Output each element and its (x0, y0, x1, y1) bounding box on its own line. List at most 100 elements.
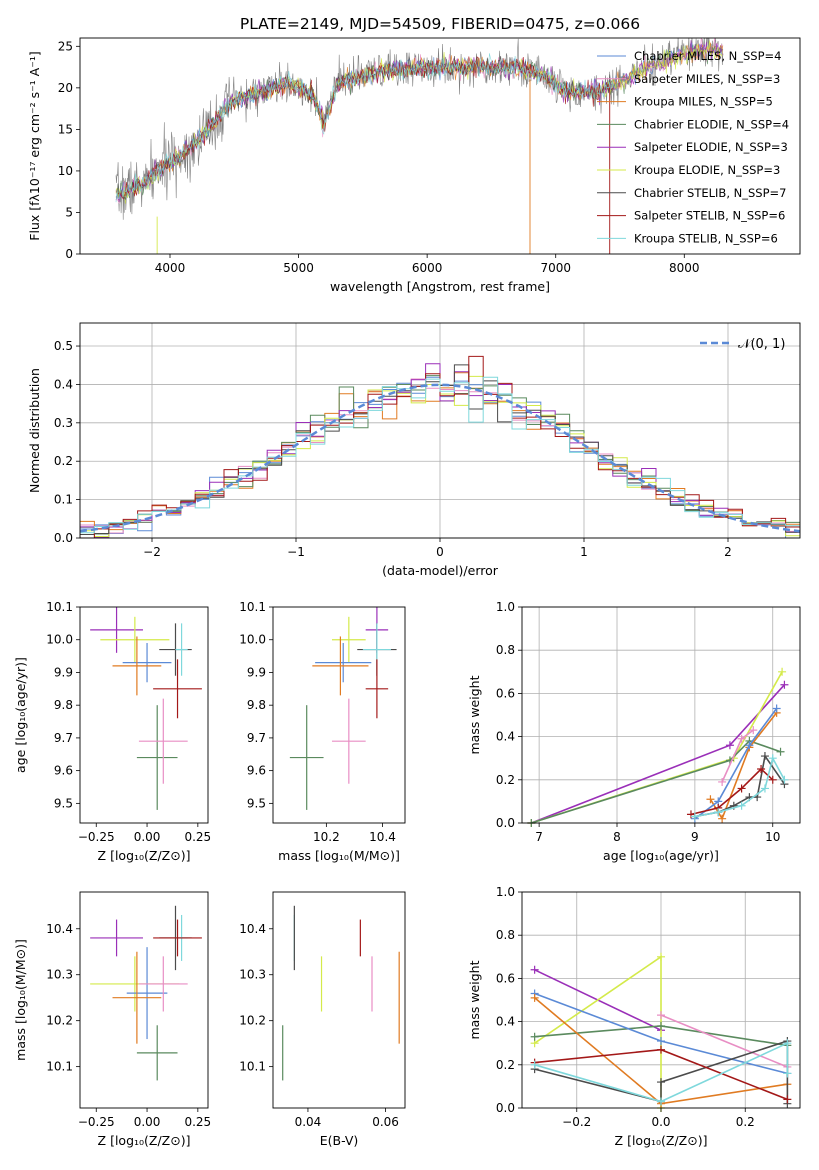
y-tick-label-5: 25 (58, 39, 73, 53)
legend-label: Chabrier STELIB, N_SSP=7 (634, 186, 786, 200)
x-tick-label-2: 0.25 (184, 830, 211, 844)
x-tick-label-1: 10.4 (369, 830, 396, 844)
weight-point (657, 1021, 665, 1030)
weight-point (783, 1095, 792, 1104)
y-tick-label-6: 10.1 (239, 600, 266, 614)
chart-spectrum: 4000 5000 6000 7000 8000 0 5 10 15 20 25 wavelength… (27, 37, 801, 294)
x-tick-label-0: 4000 (155, 261, 186, 275)
weight-point (737, 734, 746, 743)
y-tick-label-0: 9.5 (54, 796, 73, 810)
weight-point (757, 765, 766, 773)
x-tick-label-1: −1 (287, 545, 305, 559)
y-tick-label-5: 10.0 (239, 633, 266, 647)
weight-point (737, 801, 746, 810)
y-tick-label-2: 9.7 (247, 731, 266, 745)
y-axis-label: age [log₁₀(age/yr)] (13, 657, 28, 773)
weight-point (772, 704, 781, 713)
chart-age_vs_mass: 10.2 10.4 9.5 9.6 9.7 9.8 9.9 10.0 10.1 mass [log… (239, 600, 406, 863)
y-tick-label-6: 10.1 (46, 600, 73, 614)
legend-label: Kroupa STELIB, N_SSP=6 (634, 231, 778, 245)
model-spectrum-line (115, 53, 614, 203)
weight-point (776, 747, 785, 756)
y-tick-label-0: 0.0 (496, 1101, 515, 1115)
x-tick-label-2: 0.2 (736, 1115, 755, 1129)
legend-label: Salpeter ELODIE, N_SSP=3 (634, 140, 788, 154)
x-tick-label-1: 0.00 (134, 1115, 161, 1129)
x-axis-label: Z [log₁₀(Z/Z⊙)] (98, 848, 191, 863)
weight-point (706, 795, 715, 804)
weight-point (657, 1037, 665, 1046)
y-tick-label-4: 0.8 (496, 643, 515, 657)
weight-point (745, 741, 754, 750)
x-tick-label-1: 5000 (283, 261, 314, 275)
weight-point (760, 752, 769, 761)
y-tick-label-3: 0.3 (54, 416, 73, 430)
x-tick-label-1: 0.0 (651, 1115, 670, 1129)
x-axis-label: mass [log₁₀(M/M⊙)] (278, 848, 400, 863)
y-tick-label-4: 0.4 (54, 377, 73, 391)
y-tick-label-5: 1.0 (496, 885, 515, 899)
x-tick-label-4: 2 (724, 545, 732, 559)
x-tick-label-1: 8 (613, 830, 621, 844)
axes-frame (521, 606, 801, 824)
y-tick-label-1: 10.2 (239, 1014, 266, 1028)
weight-point (718, 814, 727, 823)
y-tick-label-1: 0.1 (54, 493, 73, 507)
weight-point (657, 1045, 665, 1054)
y-tick-label-1: 5 (65, 205, 73, 219)
legend-label: Salpeter MILES, N_SSP=3 (634, 72, 780, 86)
y-tick-label-3: 15 (58, 122, 73, 136)
y-tick-label-3: 0.6 (496, 686, 515, 700)
legend-label: 𝒩(0, 1) (738, 337, 785, 352)
x-tick-label-0: 7 (535, 830, 543, 844)
weight-point (783, 1069, 792, 1078)
x-tick-label-3: 10 (765, 830, 780, 844)
chart-mass_vs_Z: −0.25 0.00 0.25 10.1 10.2 10.3 10.4 Z [log₁₀(Z/… (13, 891, 211, 1148)
x-tick-label-2: 0.25 (184, 1115, 211, 1129)
histograms (80, 355, 800, 538)
axes-frame (79, 37, 801, 255)
weight-point (530, 993, 539, 1002)
weight-lines (527, 667, 789, 827)
axes-frame (79, 891, 209, 1109)
chart-weight_vs_Z: −0.2 0.0 0.2 0.0 0.2 0.4 0.6 0.8 1.0 Z [log₁₀(Z/Z… (467, 885, 801, 1148)
weight-point (725, 741, 734, 750)
weight-point (760, 784, 769, 793)
y-tick-label-2: 10.3 (239, 968, 266, 982)
y-tick-label-0: 10.1 (46, 1060, 73, 1074)
weight-point (718, 777, 727, 786)
y-tick-label-4: 0.8 (496, 928, 515, 942)
legend-label: Chabrier MILES, N_SSP=4 (634, 49, 781, 63)
legend-label: Salpeter STELIB, N_SSP=6 (634, 209, 785, 223)
x-axis-label: E(B-V) (320, 1133, 359, 1148)
y-axis-label: Flux [fλ10⁻¹⁷ erg cm⁻² s⁻¹ A⁻¹] (27, 51, 42, 240)
y-axis-label: mass weight (467, 960, 482, 1039)
chart-mass_vs_ebv: 0.04 0.06 10.1 10.2 10.3 10.4 E(B-V) (239, 891, 406, 1148)
x-tick-label-3: 1 (580, 545, 588, 559)
x-tick-label-0: −0.2 (562, 1115, 591, 1129)
axes-frame (79, 606, 209, 824)
y-tick-label-0: 0 (65, 247, 73, 261)
spectrum-lines (115, 38, 724, 254)
y-tick-label-2: 9.7 (54, 731, 73, 745)
y-tick-label-5: 10.0 (46, 633, 73, 647)
x-tick-label-0: −0.25 (78, 830, 115, 844)
weight-point (749, 726, 758, 735)
legend-label: Kroupa MILES, N_SSP=5 (634, 95, 773, 109)
legend-label: Chabrier ELODIE, N_SSP=4 (634, 117, 789, 131)
x-tick-label-1: 0.06 (372, 1115, 399, 1129)
weight-lines (530, 952, 792, 1112)
y-tick-label-3: 10.4 (239, 922, 266, 936)
x-tick-label-0: 0.04 (295, 1115, 322, 1129)
x-axis-label: Z [log₁₀(Z/Z⊙)] (615, 1133, 708, 1148)
y-axis-label: mass weight (467, 675, 482, 754)
y-tick-label-4: 20 (58, 81, 73, 95)
y-tick-label-1: 9.6 (247, 764, 266, 778)
errorbars (282, 905, 400, 1081)
weight-series-line (694, 756, 786, 818)
y-tick-label-1: 9.6 (54, 764, 73, 778)
weight-point (778, 667, 787, 676)
axes-frame (272, 606, 406, 824)
y-axis-label: mass [log₁₀(M/M⊙)] (13, 939, 28, 1061)
